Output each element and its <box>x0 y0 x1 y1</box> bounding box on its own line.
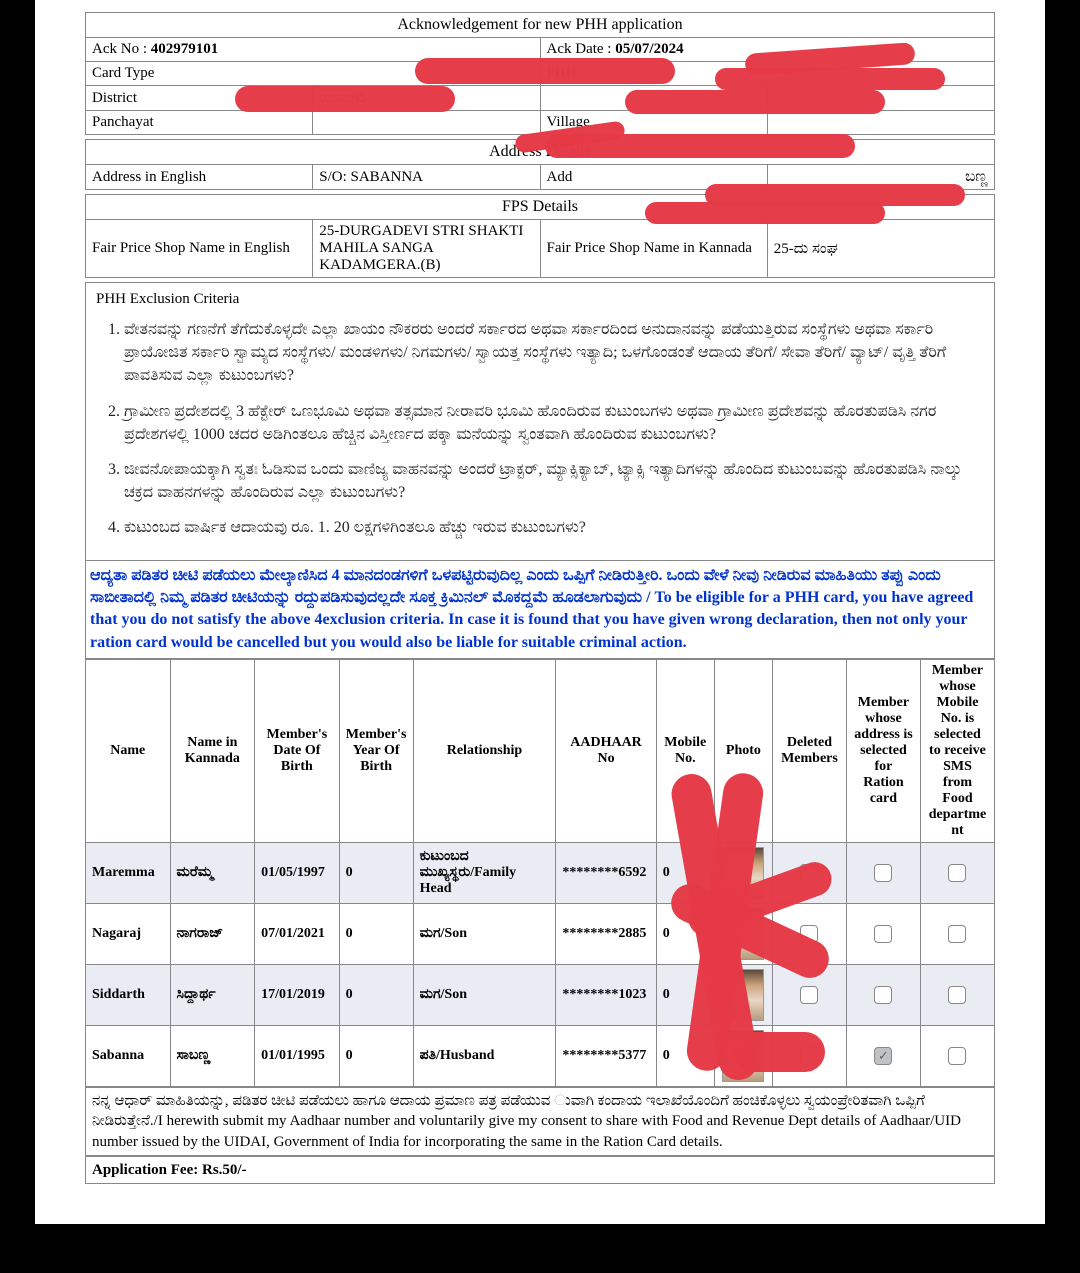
redaction-mark <box>735 1032 825 1072</box>
member-address-selected <box>846 965 920 1026</box>
document-container: Acknowledgement for new PHH application … <box>85 12 995 1184</box>
member-sms-selected <box>920 965 994 1026</box>
member-relationship: ಮಗ/Son <box>413 965 556 1026</box>
fps-kn-label: Fair Price Shop Name in Kannada <box>540 220 767 278</box>
consent-table: ನನ್ನ ಆಧಾರ್ ಮಾಹಿತಿಯನ್ನು, ಪಡಿತರ ಚೀಟಿ ಪಡೆಯಲ… <box>85 1087 995 1156</box>
member-sms-selected <box>920 904 994 965</box>
members-table: NameName in KannadaMember's Date Of Birt… <box>85 659 995 1087</box>
checkbox[interactable] <box>948 1047 966 1065</box>
exclusion-item: ಕುಟುಂಬದ ವಾರ್ಷಿಕ ಆದಾಯವು ರೂ. 1. 20 ಲಕ್ಷಗಳಿ… <box>124 516 984 539</box>
table-row: Nagarajನಾಗರಾಜ್07/01/20210ಮಗ/Son********2… <box>86 904 995 965</box>
member-address-selected <box>846 904 920 965</box>
member-sms-selected <box>920 843 994 904</box>
member-dob: 01/01/1995 <box>255 1026 340 1087</box>
checkbox[interactable] <box>948 864 966 882</box>
redaction-mark <box>645 202 885 224</box>
members-column-header: Name <box>86 660 171 843</box>
member-aadhaar: ********6592 <box>556 843 656 904</box>
fee-text: Application Fee: Rs.50/- <box>86 1156 995 1183</box>
member-dob: 07/01/2021 <box>255 904 340 965</box>
member-sms-selected <box>920 1026 994 1087</box>
member-yob: 0 <box>339 843 413 904</box>
member-name: Maremma <box>86 843 171 904</box>
member-aadhaar: ********1023 <box>556 965 656 1026</box>
members-column-header: Member's Year Of Birth <box>339 660 413 843</box>
checkbox[interactable] <box>874 925 892 943</box>
member-relationship: ಕುಟುಂಬದ ಮುಖ್ಯಸ್ಥರು/Family Head <box>413 843 556 904</box>
address-en-value: S/O: SABANNA <box>313 165 540 190</box>
exclusion-item: ಗ್ರಾಮೀಣ ಪ್ರದೇಶದಲ್ಲಿ 3 ಹೆಕ್ಟೇರ್ ಒಣಭೂಮಿ ಅಥ… <box>124 400 984 446</box>
checkbox[interactable] <box>948 986 966 1004</box>
panchayat-label: Panchayat <box>86 111 313 135</box>
member-yob: 0 <box>339 1026 413 1087</box>
checkbox[interactable] <box>948 925 966 943</box>
exclusion-list: ವೇತನವನ್ನು ಗಣನೆಗೆ ತೆಗೆದುಕೊಳ್ಳದೇ ಎಲ್ಲಾ ಖಾಯ… <box>96 318 984 540</box>
table-row: Siddarthಸಿದ್ದಾರ್ಥ17/01/20190ಮಗ/Son******… <box>86 965 995 1026</box>
members-column-header: AADHAAR No <box>556 660 656 843</box>
checkbox[interactable] <box>874 864 892 882</box>
member-name-kn: ಮರೆಮ್ಮ <box>170 843 255 904</box>
redaction-mark <box>625 90 885 114</box>
member-address-selected: ✓ <box>846 1026 920 1087</box>
table-row: Maremmaಮರೆಮ್ಮ01/05/19970ಕುಟುಂಬದ ಮುಖ್ಯಸ್ಥ… <box>86 843 995 904</box>
checkbox[interactable]: ✓ <box>874 1047 892 1065</box>
member-name: Nagaraj <box>86 904 171 965</box>
exclusion-item: ಜೀವನೋಪಾಯಕ್ಕಾಗಿ ಸ್ವತಃ ಓಡಿಸುವ ಒಂದು ವಾಣಿಜ್ಯ… <box>124 458 984 504</box>
member-name-kn: ಸಾಬಣ್ಣ <box>170 1026 255 1087</box>
member-yob: 0 <box>339 904 413 965</box>
checkbox[interactable] <box>874 986 892 1004</box>
exclusion-heading: PHH Exclusion Criteria <box>96 291 984 308</box>
village-value <box>767 111 994 135</box>
member-address-selected <box>846 843 920 904</box>
table-row: Sabannaಸಾಬಣ್ಣ01/01/19950ಪತಿ/Husband*****… <box>86 1026 995 1087</box>
consent-text: ನನ್ನ ಆಧಾರ್ ಮಾಹಿತಿಯನ್ನು, ಪಡಿತರ ಚೀಟಿ ಪಡೆಯಲ… <box>86 1088 995 1156</box>
member-aadhaar: ********5377 <box>556 1026 656 1087</box>
declaration-text: ಆದ್ಯತಾ ಪಡಿತರ ಚೀಟಿ ಪಡೆಯಲು ಮೇಲ್ಕಾಣಿಸಿದ 4 ಮ… <box>85 561 995 660</box>
redaction-mark <box>235 86 455 112</box>
page-title: Acknowledgement for new PHH application <box>86 13 995 38</box>
members-header-row: NameName in KannadaMember's Date Of Birt… <box>86 660 995 843</box>
member-yob: 0 <box>339 965 413 1026</box>
checkbox[interactable] <box>800 986 818 1004</box>
member-dob: 01/05/1997 <box>255 843 340 904</box>
fee-table: Application Fee: Rs.50/- <box>85 1156 995 1184</box>
member-name: Sabanna <box>86 1026 171 1087</box>
member-name-kn: ಸಿದ್ದಾರ್ಥ <box>170 965 255 1026</box>
member-relationship: ಮಗ/Son <box>413 904 556 965</box>
exclusion-item: ವೇತನವನ್ನು ಗಣನೆಗೆ ತೆಗೆದುಕೊಳ್ಳದೇ ಎಲ್ಲಾ ಖಾಯ… <box>124 318 984 388</box>
panchayat-value <box>313 111 540 135</box>
fps-en-value: 25-DURGADEVI STRI SHAKTI MAHILA SANGA KA… <box>313 220 540 278</box>
members-column-header: Member whose address is selected for Rat… <box>846 660 920 843</box>
member-dob: 17/01/2019 <box>255 965 340 1026</box>
exclusion-cell: PHH Exclusion Criteria ವೇತನವನ್ನು ಗಣನೆಗೆ … <box>86 283 995 561</box>
member-name-kn: ನಾಗರಾಜ್ <box>170 904 255 965</box>
members-column-header: Relationship <box>413 660 556 843</box>
members-column-header: Member whose Mobile No. is selected to r… <box>920 660 994 843</box>
member-name: Siddarth <box>86 965 171 1026</box>
member-aadhaar: ********2885 <box>556 904 656 965</box>
redaction-mark <box>415 58 675 84</box>
member-relationship: ಪತಿ/Husband <box>413 1026 556 1087</box>
members-column-header: Name in Kannada <box>170 660 255 843</box>
fps-kn-value: 25-ದು ಸಂಘ <box>767 220 994 278</box>
members-column-header: Deleted Members <box>772 660 846 843</box>
members-column-header: Member's Date Of Birth <box>255 660 340 843</box>
fps-en-label: Fair Price Shop Name in English <box>86 220 313 278</box>
address-en-label: Address in English <box>86 165 313 190</box>
exclusion-table: PHH Exclusion Criteria ವೇತನವನ್ನು ಗಣನೆಗೆ … <box>85 282 995 561</box>
redaction-mark <box>715 68 945 90</box>
